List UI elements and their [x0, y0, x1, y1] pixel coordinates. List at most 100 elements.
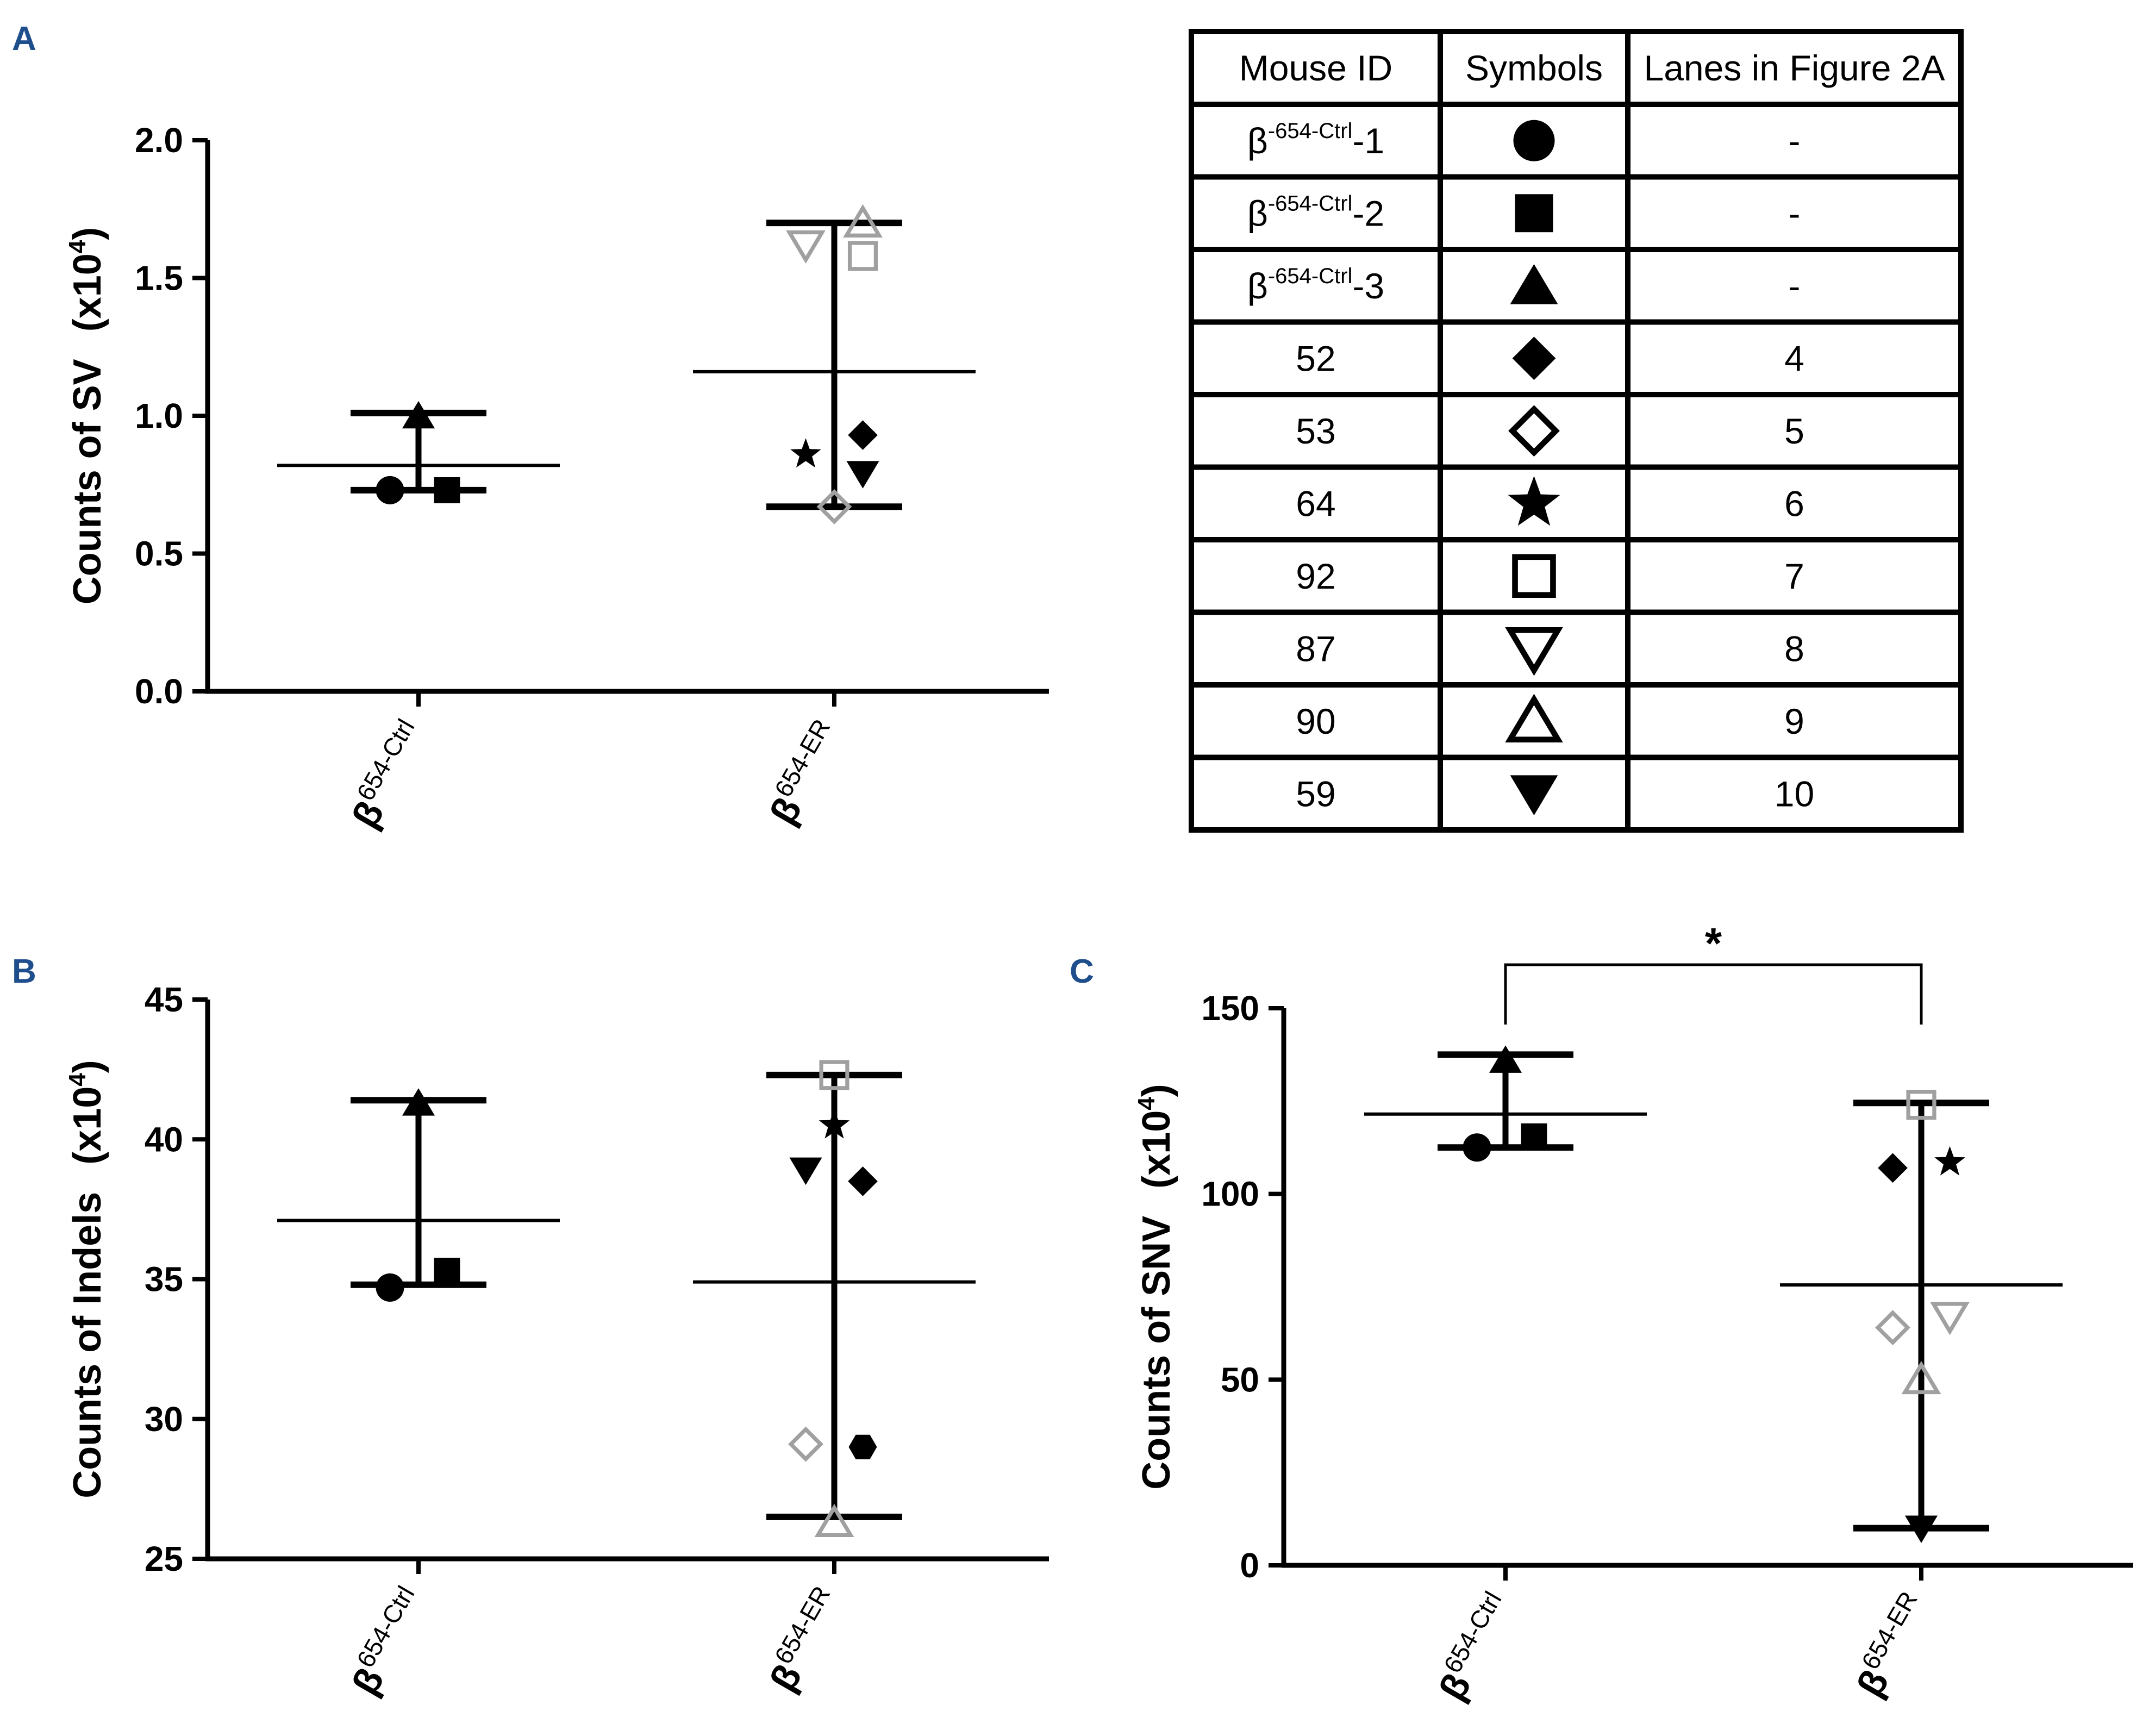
- data-point-triangle-up: [402, 401, 435, 429]
- y-tick-label: 0: [1240, 1546, 1259, 1585]
- data-point-square: [434, 1258, 460, 1284]
- table-mouse-id-main: 92: [1296, 556, 1335, 596]
- data-point-square: [847, 241, 878, 271]
- table-header: Symbols: [1465, 48, 1603, 88]
- data-point-triangle-down: [1930, 1302, 1970, 1335]
- table-mouse-id: 53: [1296, 411, 1335, 451]
- data-point-star: [819, 1109, 850, 1139]
- panel-letter-b: B: [12, 953, 36, 990]
- data-point-square: [819, 1060, 849, 1090]
- table-lane: 8: [1784, 628, 1804, 669]
- y-axis-label-text: Counts of Indels: [66, 1181, 109, 1498]
- data-point-hexagon: [848, 1434, 877, 1459]
- table-mouse-id: β-654-Ctrl-3: [1247, 264, 1384, 306]
- table-lane: -: [1789, 121, 1801, 161]
- table-lane: 9: [1784, 701, 1804, 741]
- panel-letter-c: C: [1070, 953, 1094, 990]
- y-tick-label: 50: [1221, 1360, 1259, 1399]
- table-mouse-id: 59: [1296, 773, 1335, 814]
- data-point-square: [1521, 1123, 1547, 1150]
- y-tick-label: 40: [145, 1120, 183, 1159]
- data-point-diamond: [1875, 1310, 1910, 1346]
- significance-label: *: [1705, 919, 1722, 967]
- table-symbol-diamond: [1512, 336, 1556, 380]
- y-axis-label-unit: (x10: [1135, 1110, 1178, 1189]
- data-point-triangle-down: [789, 1157, 822, 1185]
- table-lane: 7: [1784, 556, 1804, 596]
- y-tick-label: 25: [145, 1539, 183, 1578]
- table-mouse-id-sup: -654-Ctrl: [1268, 264, 1353, 288]
- data-point-circle: [1463, 1133, 1491, 1162]
- table-lane: 4: [1784, 338, 1804, 378]
- data-point-diamond: [848, 1166, 878, 1196]
- y-tick-label: 2.0: [135, 121, 183, 160]
- table-symbol-circle: [1513, 120, 1555, 161]
- y-axis-label-close: ): [1135, 1084, 1178, 1097]
- table-mouse-id-main: 53: [1296, 411, 1335, 451]
- y-axis-label-sup: 4: [1133, 1097, 1160, 1110]
- data-point-diamond: [848, 420, 878, 450]
- y-axis-label-sup: 4: [64, 1073, 91, 1086]
- data-point-diamond: [788, 1426, 823, 1462]
- table-lane: -: [1789, 266, 1801, 306]
- data-point-star: [1934, 1146, 1965, 1176]
- table-mouse-id: β-654-Ctrl-1: [1247, 119, 1384, 161]
- y-axis-label: Counts of Indels (x104): [64, 1060, 109, 1498]
- y-tick-label: 1.5: [135, 259, 183, 298]
- table-mouse-id-main: 64: [1296, 483, 1335, 523]
- table-mouse-id-main: 90: [1296, 701, 1335, 741]
- data-point-star: [790, 438, 821, 468]
- table-symbol-triangle-up: [1505, 694, 1563, 742]
- table-mouse-id-main: 87: [1296, 628, 1335, 669]
- table-mouse-id-suffix: -2: [1352, 193, 1384, 233]
- y-axis-label-unit: (x10: [66, 1086, 109, 1165]
- table-symbol-star: [1508, 476, 1560, 526]
- table-header: Lanes in Figure 2A: [1644, 48, 1945, 88]
- data-point-circle: [376, 476, 404, 504]
- table-mouse-id-main: 59: [1296, 773, 1335, 814]
- table-lane: 10: [1775, 773, 1814, 814]
- table-mouse-id: 64: [1296, 483, 1335, 523]
- data-point-triangle-up: [402, 1088, 435, 1116]
- data-point-triangle-up: [1489, 1045, 1522, 1073]
- legend-table: Mouse ID Symbols Lanes in Figure 2Aβ-654-C…: [1189, 29, 1964, 833]
- table-symbol-diamond: [1508, 405, 1560, 457]
- y-axis-label-text: Counts of SNV: [1135, 1205, 1178, 1490]
- y-tick-label: 35: [145, 1260, 183, 1299]
- data-point-triangle-down: [1904, 1515, 1938, 1543]
- table-mouse-id: 92: [1296, 556, 1335, 596]
- table-lane: -: [1789, 193, 1801, 233]
- table-lane: 6: [1784, 483, 1804, 523]
- y-axis-label: Counts of SNV (x104): [1133, 1084, 1178, 1490]
- y-tick-label: 30: [145, 1400, 183, 1439]
- data-point-triangle-up: [814, 1503, 854, 1537]
- data-point-triangle-down: [846, 461, 879, 489]
- data-point-square: [1906, 1090, 1936, 1120]
- data-point-circle: [376, 1273, 404, 1302]
- y-tick-label: 45: [145, 980, 183, 1019]
- table-mouse-id: β-654-Ctrl-2: [1247, 191, 1384, 233]
- table-mouse-id-sup: -654-Ctrl: [1268, 191, 1353, 215]
- y-axis-label-close: ): [66, 227, 109, 240]
- data-point-triangle-up: [843, 204, 883, 238]
- data-point-diamond: [816, 489, 852, 524]
- data-point-triangle-up: [1901, 1360, 1941, 1395]
- table-mouse-id: 87: [1296, 628, 1335, 669]
- table-mouse-id: 90: [1296, 701, 1335, 741]
- table-frame: [1189, 29, 1964, 833]
- y-tick-label: 0.0: [135, 672, 183, 711]
- table-lane: 5: [1784, 411, 1804, 451]
- table-mouse-id-main: β: [1247, 193, 1268, 233]
- y-axis-label-close: ): [66, 1060, 109, 1073]
- data-point-triangle-down: [786, 230, 826, 264]
- y-tick-label: 100: [1201, 1175, 1259, 1214]
- y-axis-label-text: Counts of SV: [66, 348, 109, 604]
- significance-bracket: [1504, 963, 1923, 1025]
- table-symbol-triangle-up: [1510, 264, 1558, 304]
- table-mouse-id-main: β: [1247, 266, 1268, 306]
- table-mouse-id-suffix: -1: [1352, 121, 1384, 161]
- table-mouse-id-suffix: -3: [1352, 266, 1384, 306]
- table-mouse-id-main: β: [1247, 121, 1268, 161]
